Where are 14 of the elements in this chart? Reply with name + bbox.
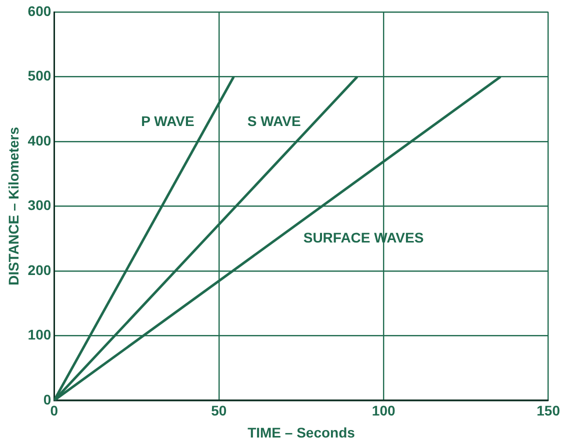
x-axis-title: TIME – Seconds xyxy=(248,424,356,440)
y-tick-label: 300 xyxy=(28,197,52,214)
series-label: P WAVE xyxy=(141,112,194,129)
y-axis-title: DISTANCE – Kilometers xyxy=(5,126,22,286)
y-tick-label: 200 xyxy=(28,262,52,278)
x-tick-label: 150 xyxy=(536,402,560,419)
y-tick-label: 600 xyxy=(28,2,52,19)
y-tick-label: 400 xyxy=(28,132,52,148)
y-tick-label: 500 xyxy=(28,68,52,84)
series-label: S WAVE xyxy=(247,112,301,129)
y-tick-label: 100 xyxy=(28,326,52,343)
y-tick-label: 0 xyxy=(43,391,52,408)
x-tick-label: 50 xyxy=(211,402,227,419)
x-tick-label: 100 xyxy=(372,402,396,419)
